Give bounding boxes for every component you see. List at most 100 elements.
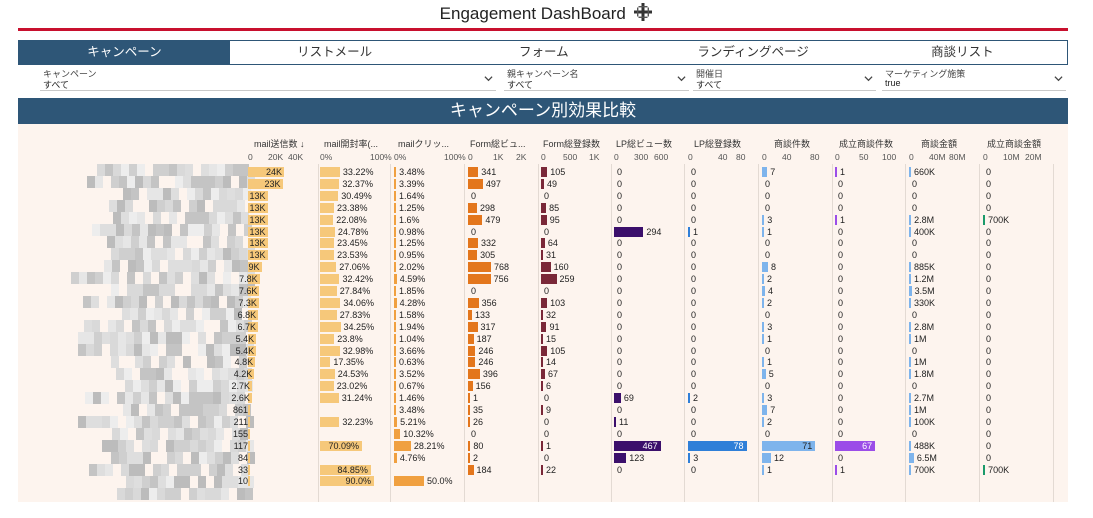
tab-deal-list[interactable]: 商談リスト: [931, 45, 994, 59]
bar-mark[interactable]: [468, 405, 470, 415]
bar-mark[interactable]: [248, 167, 284, 177]
bar-mark[interactable]: [394, 416, 398, 427]
bar-mark[interactable]: [320, 393, 339, 404]
bar-mark[interactable]: [468, 250, 478, 261]
bar-mark[interactable]: [320, 476, 374, 487]
bar-mark[interactable]: [468, 381, 473, 392]
bar-mark[interactable]: [909, 321, 912, 332]
bar-mark[interactable]: [320, 250, 335, 261]
bar-mark[interactable]: [468, 452, 470, 463]
bar-mark[interactable]: [248, 333, 257, 344]
bar-mark[interactable]: [320, 357, 331, 368]
bar-mark[interactable]: [468, 416, 470, 427]
bar-mark[interactable]: [320, 464, 371, 475]
bar-mark[interactable]: [394, 333, 396, 344]
bar-mark[interactable]: [909, 369, 911, 380]
bar-mark[interactable]: [320, 226, 335, 237]
bar-mark[interactable]: [394, 286, 396, 296]
bar-mark[interactable]: [394, 452, 397, 463]
bar-mark[interactable]: [468, 214, 483, 225]
bar-mark[interactable]: [835, 440, 876, 451]
bar-mark[interactable]: [909, 167, 911, 177]
bar-mark[interactable]: [762, 393, 765, 404]
chevron-down-icon[interactable]: [677, 74, 686, 83]
bar-mark[interactable]: [909, 333, 911, 344]
bar-mark[interactable]: [541, 167, 548, 177]
bar-mark[interactable]: [541, 250, 543, 261]
bar-mark[interactable]: [835, 167, 837, 177]
bar-mark[interactable]: [468, 274, 491, 285]
bar-mark[interactable]: [541, 369, 546, 380]
bar-mark[interactable]: [248, 357, 256, 368]
bar-mark[interactable]: [394, 226, 396, 237]
bar-mark[interactable]: [541, 214, 547, 225]
bar-mark[interactable]: [541, 381, 543, 392]
bar-mark[interactable]: [394, 297, 397, 308]
bar-mark[interactable]: [248, 214, 268, 225]
bar-mark[interactable]: [835, 214, 837, 225]
bar-mark[interactable]: [248, 381, 253, 392]
bar-mark[interactable]: [909, 274, 911, 285]
bar-mark[interactable]: [909, 405, 911, 415]
bar-mark[interactable]: [394, 440, 411, 451]
bar-mark[interactable]: [248, 190, 268, 201]
bar-mark[interactable]: [541, 357, 543, 368]
bar-mark[interactable]: [762, 369, 766, 380]
column-header[interactable]: 成立商談金額: [987, 139, 1042, 149]
bar-mark[interactable]: [468, 262, 492, 273]
bar-mark[interactable]: [320, 190, 339, 201]
column-header[interactable]: 商談件数: [774, 139, 811, 149]
bar-mark[interactable]: [909, 297, 911, 308]
bar-mark[interactable]: [248, 178, 283, 189]
bar-mark[interactable]: [248, 416, 250, 427]
bar-mark[interactable]: [248, 440, 250, 451]
bar-mark[interactable]: [248, 309, 259, 320]
bar-mark[interactable]: [762, 464, 764, 475]
bar-mark[interactable]: [320, 440, 363, 451]
bar-mark[interactable]: [248, 464, 250, 475]
bar-mark[interactable]: [468, 440, 471, 451]
bar-mark[interactable]: [468, 393, 470, 404]
bar-mark[interactable]: [909, 393, 912, 404]
column-header[interactable]: LP総登録数: [694, 139, 742, 149]
bar-mark[interactable]: [909, 214, 912, 225]
chevron-down-icon[interactable]: [864, 74, 873, 83]
bar-mark[interactable]: [614, 416, 616, 427]
bar-mark[interactable]: [248, 476, 250, 487]
bar-mark[interactable]: [762, 167, 768, 177]
bar-mark[interactable]: [320, 333, 335, 344]
bar-mark[interactable]: [909, 440, 911, 451]
campaign-filter[interactable]: キャンペーン すべて: [40, 66, 496, 91]
bar-mark[interactable]: [394, 321, 396, 332]
bar-mark[interactable]: [762, 357, 764, 368]
bar-mark[interactable]: [909, 226, 911, 237]
bar-mark[interactable]: [762, 214, 765, 225]
column-header[interactable]: Form総ビュ...: [470, 139, 526, 149]
bar-mark[interactable]: [320, 321, 341, 332]
bar-mark[interactable]: [541, 274, 557, 285]
bar-mark[interactable]: [909, 452, 914, 463]
marketing-initiative-filter[interactable]: マーケティング施策 true: [882, 66, 1066, 91]
bar-mark[interactable]: [762, 297, 764, 308]
bar-mark[interactable]: [248, 369, 255, 380]
bar-mark[interactable]: [541, 309, 543, 320]
bar-mark[interactable]: [909, 262, 911, 273]
bar-mark[interactable]: [983, 464, 986, 475]
bar-mark[interactable]: [762, 321, 765, 332]
bar-mark[interactable]: [688, 393, 690, 404]
chevron-down-icon[interactable]: [484, 74, 493, 83]
bar-mark[interactable]: [468, 178, 483, 189]
bar-mark[interactable]: [394, 381, 396, 392]
bar-mark[interactable]: [909, 416, 911, 427]
bar-mark[interactable]: [541, 202, 547, 213]
bar-mark[interactable]: [394, 357, 396, 368]
bar-mark[interactable]: [468, 297, 479, 308]
bar-mark[interactable]: [394, 250, 396, 261]
column-header[interactable]: mailクリッ...: [398, 139, 450, 149]
bar-mark[interactable]: [248, 393, 252, 404]
column-header[interactable]: Form総登録数: [543, 139, 600, 149]
parent-campaign-filter[interactable]: 親キャンペーン名 すべて: [504, 66, 689, 91]
bar-mark[interactable]: [468, 309, 472, 320]
bar-mark[interactable]: [320, 167, 340, 177]
bar-mark[interactable]: [320, 369, 335, 380]
